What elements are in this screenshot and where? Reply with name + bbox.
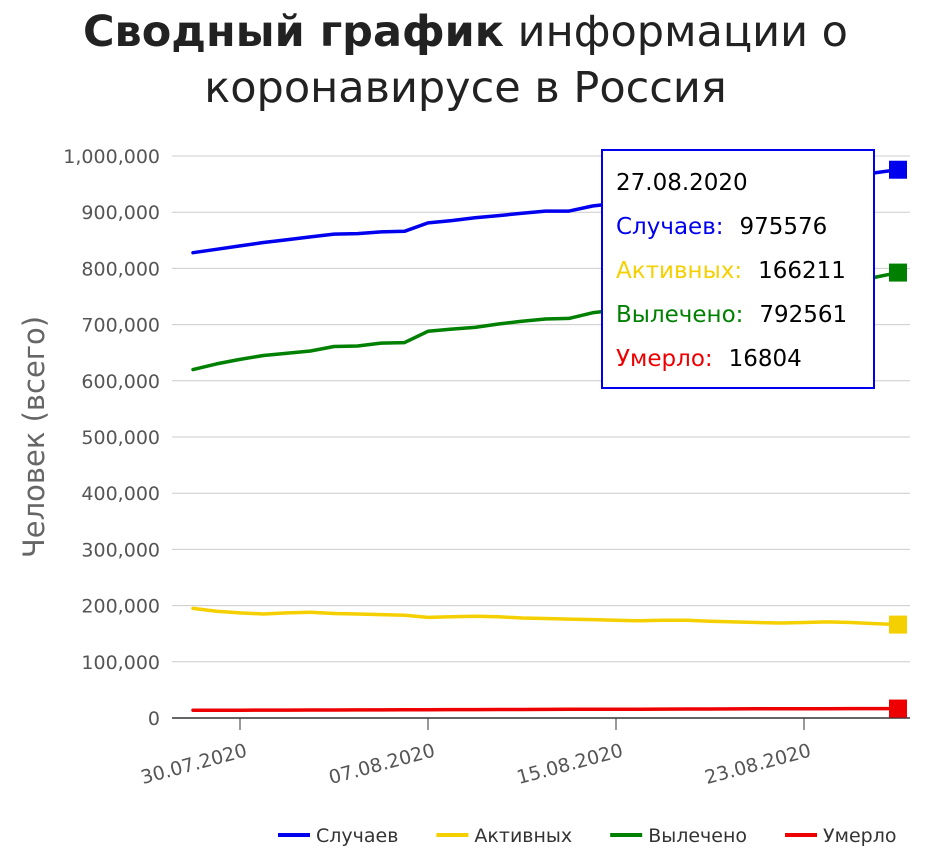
- legend-label: Активных: [474, 825, 572, 847]
- tooltip-label-recovered: Вылечено:: [616, 302, 744, 328]
- tooltip-label-cases: Случаев:: [616, 214, 724, 240]
- x-tick-label: 07.08.2020: [327, 740, 438, 789]
- tooltip-label-active: Активных:: [616, 258, 743, 284]
- y-tick-label: 1,000,000: [63, 146, 160, 168]
- x-tick-label: 15.08.2020: [515, 740, 626, 789]
- series-line-Умерло: [191, 706, 900, 713]
- series-line-Активных: [191, 606, 900, 627]
- y-tick-label: 200,000: [81, 596, 160, 618]
- tooltip-row-cases: Случаев: 975576: [616, 205, 863, 249]
- series-markers: [889, 160, 907, 718]
- x-ticks: 30.07.2020 07.08.2020 15.08.2020 23.08.2020: [139, 718, 814, 789]
- tooltip-value-recovered: 792561: [759, 302, 848, 328]
- y-tick-label: 900,000: [81, 202, 160, 224]
- tooltip: 27.08.2020 Случаев: 975576 Активных: 16621…: [601, 149, 875, 389]
- tooltip-value-cases: 975576: [739, 214, 828, 240]
- tooltip-label-deaths: Умерло:: [616, 346, 713, 372]
- tooltip-row-deaths: Умерло: 16804: [616, 337, 863, 381]
- series-marker-Случаев: [889, 160, 907, 179]
- y-ticks: 0 100,000 200,000 300,000 400,000 500,000 600,…: [63, 146, 160, 730]
- y-tick-label: 300,000: [81, 539, 160, 561]
- y-axis-label: Человек (всего): [17, 316, 51, 558]
- x-tick-label: 23.08.2020: [703, 740, 814, 789]
- y-tick-label: 600,000: [81, 371, 160, 393]
- y-tick-label: 800,000: [81, 258, 160, 280]
- chart-title: Сводный график информации о коронавирусе…: [0, 4, 931, 116]
- series-marker-Активных: [889, 615, 907, 634]
- legend: Случаев Активных Вылечено Умерло: [278, 825, 896, 847]
- legend-label: Умерло: [823, 825, 896, 847]
- tooltip-row-active: Активных: 166211: [616, 249, 863, 293]
- legend-label: Случаев: [316, 825, 398, 847]
- y-tick-label: 700,000: [81, 315, 160, 337]
- x-tick-label: 30.07.2020: [139, 740, 250, 789]
- legend-label: Вылечено: [648, 825, 747, 847]
- tooltip-value-deaths: 16804: [728, 346, 802, 372]
- series-marker-Вылечено: [889, 263, 907, 282]
- tooltip-value-active: 166211: [758, 258, 846, 284]
- y-tick-label: 100,000: [81, 652, 160, 674]
- series-marker-Умерло: [889, 699, 907, 718]
- tooltip-row-recovered: Вылечено: 792561: [616, 293, 863, 337]
- chart-title-bold: Сводный график: [82, 7, 504, 57]
- y-tick-label: 400,000: [81, 483, 160, 505]
- tooltip-date: 27.08.2020: [616, 170, 748, 196]
- y-tick-label: 500,000: [81, 427, 160, 449]
- y-tick-label: 0: [148, 708, 160, 730]
- chart-title-regular: информации о коронавирусе в Россия: [204, 7, 848, 113]
